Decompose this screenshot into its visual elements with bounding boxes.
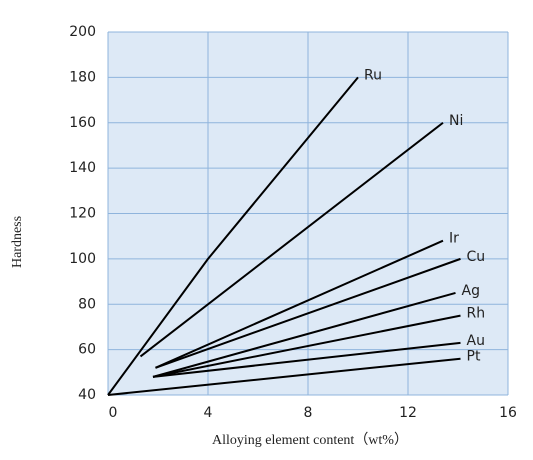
series-line bbox=[155, 257, 461, 369]
y-tick-label: 100 bbox=[69, 251, 96, 267]
series-label: Cu bbox=[467, 249, 486, 265]
x-tick-label: 16 bbox=[499, 405, 517, 421]
series-label: Ru bbox=[364, 67, 382, 83]
x-axis-label: Alloying element content（wt%） bbox=[212, 432, 408, 448]
series-line bbox=[107, 76, 359, 396]
y-tick-label: 180 bbox=[69, 69, 96, 85]
series-label: Au bbox=[467, 333, 485, 349]
series-line bbox=[152, 291, 456, 378]
x-tick-label: 8 bbox=[304, 405, 313, 421]
y-tick-label: 200 bbox=[69, 24, 96, 40]
y-tick-label: 80 bbox=[78, 296, 96, 312]
y-tick-label: 160 bbox=[69, 115, 96, 131]
series-label: Ag bbox=[462, 283, 480, 299]
series-label: Pt bbox=[467, 349, 481, 365]
series-line bbox=[152, 314, 461, 378]
series-line bbox=[152, 341, 461, 378]
series-label: Ni bbox=[449, 113, 463, 129]
series-label: Ir bbox=[449, 231, 459, 247]
x-tick-label: 0 bbox=[109, 405, 118, 421]
y-tick-label: 120 bbox=[69, 206, 96, 222]
series-line bbox=[107, 357, 461, 396]
series-line bbox=[139, 121, 444, 358]
y-tick-label: 60 bbox=[78, 342, 96, 358]
series-line bbox=[155, 239, 444, 369]
x-tick-label: 4 bbox=[204, 405, 213, 421]
series-label: Rh bbox=[467, 306, 486, 322]
y-tick-label: 140 bbox=[69, 160, 96, 176]
x-tick-label: 12 bbox=[399, 405, 417, 421]
y-tick-label: 40 bbox=[78, 387, 96, 403]
y-axis-label: Hardness bbox=[10, 216, 25, 268]
